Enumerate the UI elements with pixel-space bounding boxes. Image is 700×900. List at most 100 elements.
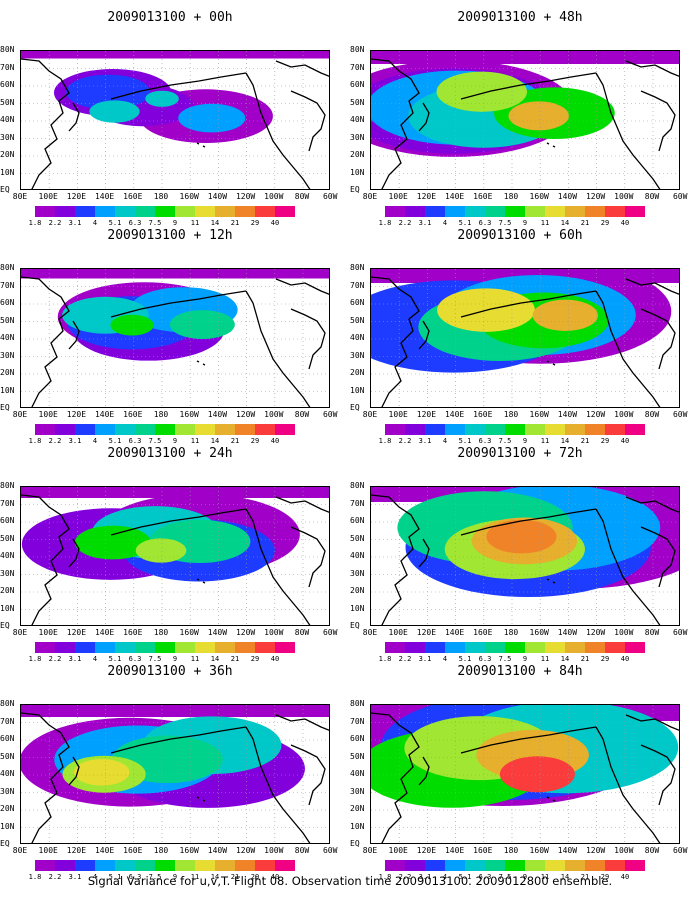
lon-label: 140E (444, 192, 465, 201)
lat-label: 50N (0, 533, 15, 543)
lon-label: 80E (362, 410, 378, 419)
lon-label: 100E (38, 192, 58, 201)
colorbar-swatch (445, 424, 465, 435)
colorbar-label: 11 (540, 873, 550, 881)
lon-label: 120E (66, 192, 87, 201)
colorbar-swatch (135, 424, 155, 435)
colorbar-label: 4 (442, 873, 448, 881)
lat-label: 40N (350, 769, 365, 778)
lat-label: EQ (350, 185, 360, 194)
lon-label: 80E (362, 846, 378, 855)
coastline (625, 60, 679, 77)
coastline (418, 102, 430, 132)
panel-title: 2009013100 + 36h (107, 664, 233, 679)
colorbar-swatch (405, 424, 425, 435)
lat-label: EQ (0, 839, 10, 848)
colorbar-swatch (405, 642, 425, 653)
panel-title: 2009013100 + 00h (107, 10, 233, 25)
lon-label: 160E (123, 846, 143, 855)
lon-label: 100E (388, 192, 408, 201)
colorbar-label: 2.2 (398, 873, 412, 881)
colorbar-label: 9 (522, 873, 528, 881)
variance-contour (21, 705, 329, 717)
colorbar-label: 5.1 (458, 437, 472, 445)
lon-label: 100W (614, 628, 634, 637)
colorbar-swatch (215, 860, 235, 871)
map-plot (20, 268, 330, 408)
colorbar-label: 2.2 (398, 219, 412, 227)
colorbar-label: 1.8 (378, 873, 392, 881)
lat-label: 60N (0, 298, 15, 307)
coastline (460, 726, 597, 754)
variance-field (371, 487, 679, 625)
colorbar-swatch (385, 642, 405, 653)
panel-title: 2009013100 + 72h (457, 446, 583, 461)
colorbar-label: 11 (540, 655, 550, 663)
coastline (68, 102, 80, 132)
lat-label: 80N (350, 263, 365, 272)
colorbar-swatch (195, 642, 215, 653)
lon-label: 80E (12, 846, 28, 855)
lon-label: 140E (444, 628, 465, 637)
colorbar-swatch (485, 424, 505, 435)
variance-field (371, 705, 679, 843)
coastline (546, 360, 556, 366)
coastline (625, 714, 679, 731)
coastline (546, 796, 556, 802)
map-plot (20, 704, 330, 844)
colorbar-label: 40 (270, 437, 280, 445)
lat-label: EQ (350, 839, 360, 848)
lat-label: 30N (350, 568, 365, 578)
colorbar-label: 5.1 (108, 437, 122, 445)
colorbar-swatch (75, 206, 95, 217)
colorbar-label: 2.2 (48, 873, 62, 881)
colorbar-label: 2.2 (48, 655, 62, 663)
colorbar-swatch (505, 424, 525, 435)
lon-label: 80E (362, 628, 378, 637)
lat-label: 20N (0, 368, 15, 377)
coastline (196, 142, 206, 148)
coastline (21, 276, 70, 407)
colorbar-swatch (175, 206, 195, 217)
coastline (245, 508, 311, 625)
colorbar-label: 21 (230, 873, 240, 881)
lat-label: 30N (0, 132, 15, 142)
colorbar-swatch (445, 206, 465, 217)
lon-label: 100W (264, 410, 284, 419)
lat-label: 40N (0, 115, 15, 124)
colorbar-swatch (445, 642, 465, 653)
colorbar-label: 7.5 (498, 655, 512, 663)
lat-label: 20N (350, 368, 365, 377)
lon-label: 120E (416, 192, 437, 201)
lon-label: 80W (644, 846, 660, 855)
colorbar-label: 21 (230, 437, 240, 445)
lon-label: 140E (94, 192, 115, 201)
colorbar-label: 3.1 (68, 437, 82, 445)
lat-label: 20N (350, 150, 365, 159)
colorbar-swatch (585, 206, 605, 217)
colorbar-swatch (55, 206, 75, 217)
lat-label: 50N (0, 315, 15, 325)
lon-label: 160E (473, 410, 493, 419)
lon-label: 120E (66, 410, 87, 419)
colorbar-swatch (255, 642, 275, 653)
lon-label: 120E (66, 846, 87, 855)
lat-label: 80N (0, 481, 15, 490)
lon-label: 180 (503, 628, 519, 637)
coastline (546, 578, 556, 584)
colorbar-label: 3.1 (418, 437, 432, 445)
colorbar-swatch (465, 424, 485, 435)
colorbar-label: 4 (442, 219, 448, 227)
forecast-panel: 2009013100 + 84h 80N 70N 60N 50N 40N 30N 20N 10N… (350, 664, 690, 881)
lat-label: 40N (0, 333, 15, 342)
lon-label: 160W (179, 628, 199, 637)
lon-label: 140W (557, 846, 578, 855)
colorbar (385, 860, 645, 871)
lat-label: 10N (350, 385, 365, 395)
lat-label: 60N (350, 734, 365, 743)
lon-label: 160W (179, 192, 199, 201)
lon-label: 60W (322, 846, 338, 855)
colorbar-label: 7.5 (498, 873, 512, 881)
variance-field (21, 487, 329, 625)
variance-contour (508, 101, 569, 131)
